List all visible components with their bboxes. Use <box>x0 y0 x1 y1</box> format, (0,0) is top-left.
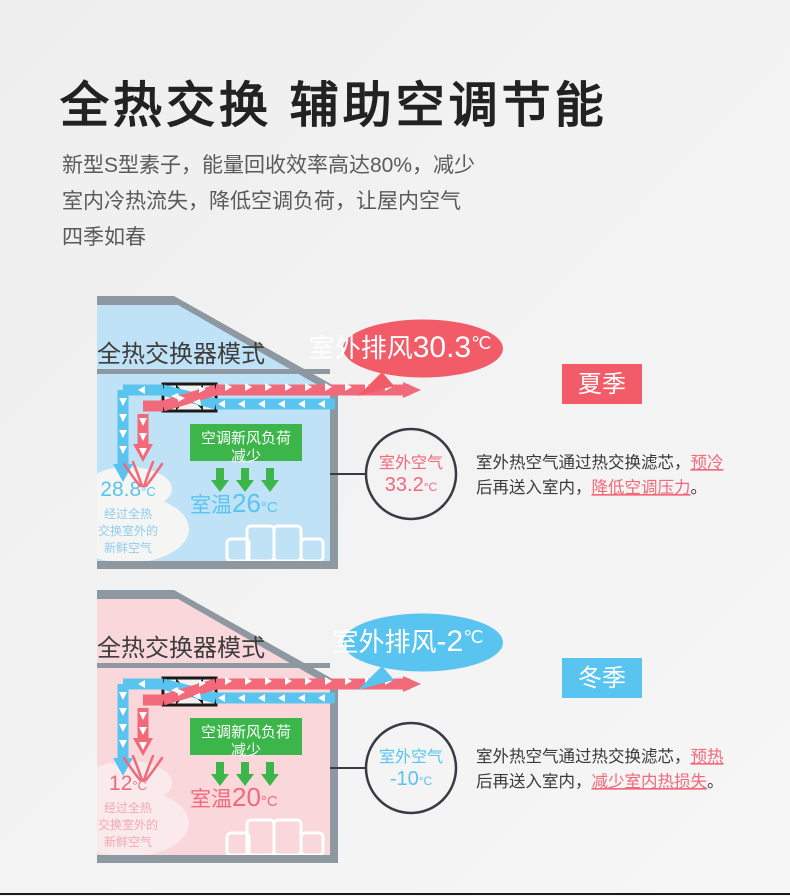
svg-text:冬季: 冬季 <box>578 665 626 692</box>
svg-text:夏季: 夏季 <box>578 371 626 398</box>
svg-text:新鲜空气: 新鲜空气 <box>104 540 152 555</box>
svg-text:室外排风-2℃: 室外排风-2℃ <box>333 625 484 658</box>
svg-text:交换室外的: 交换室外的 <box>98 523 158 538</box>
svg-text:室外空气: 室外空气 <box>379 748 443 766</box>
svg-text:室外排风30.3℃: 室外排风30.3℃ <box>309 331 492 364</box>
svg-text:室外热空气通过热交换滤芯，预冷: 室外热空气通过热交换滤芯，预冷 <box>476 453 724 472</box>
svg-text:后再送入室内，减少室内热损失。: 后再送入室内，减少室内热损失。 <box>476 772 724 791</box>
svg-text:新鲜空气: 新鲜空气 <box>104 834 152 849</box>
svg-text:减少: 减少 <box>231 742 261 759</box>
svg-text:全热交换器模式: 全热交换器模式 <box>97 635 265 662</box>
svg-text:室外热空气通过热交换滤芯，预热: 室外热空气通过热交换滤芯，预热 <box>476 747 724 766</box>
svg-text:交换室外的: 交换室外的 <box>98 817 158 832</box>
svg-text:经过全热: 经过全热 <box>104 506 152 521</box>
svg-text:减少: 减少 <box>231 448 261 465</box>
svg-text:空调新风负荷: 空调新风负荷 <box>201 430 291 447</box>
svg-text:经过全热: 经过全热 <box>104 800 152 815</box>
svg-text:全热交换器模式: 全热交换器模式 <box>97 341 265 368</box>
svg-text:33.2°C: 33.2°C <box>385 474 438 496</box>
svg-text:空调新风负荷: 空调新风负荷 <box>201 724 291 741</box>
svg-text:室外空气: 室外空气 <box>379 454 443 472</box>
svg-text:后再送入室内，降低空调压力。: 后再送入室内，降低空调压力。 <box>476 478 707 497</box>
svg-text:-10°C: -10°C <box>390 768 433 790</box>
